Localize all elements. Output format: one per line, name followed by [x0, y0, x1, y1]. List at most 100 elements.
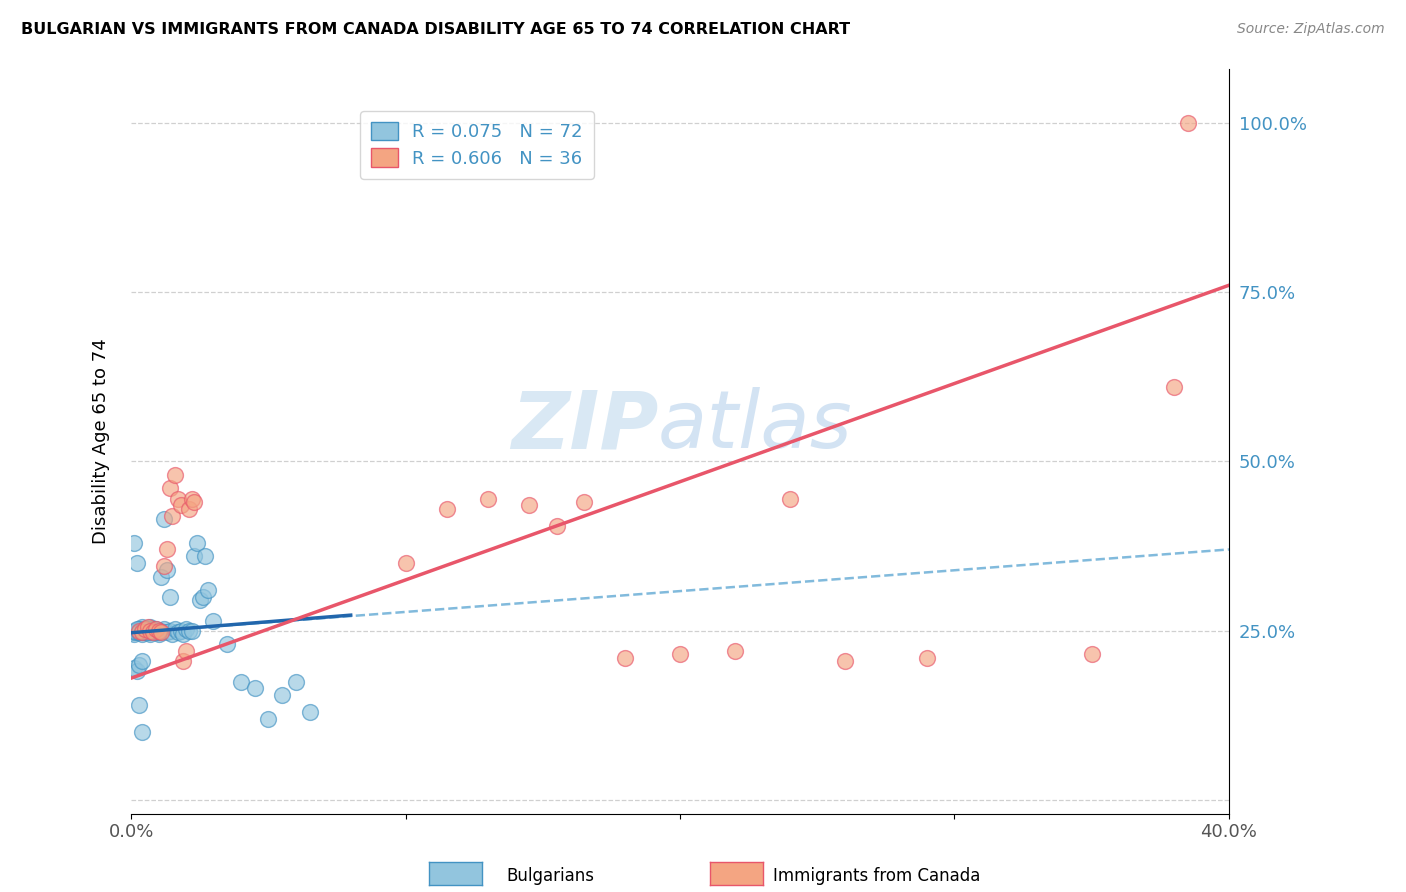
- Text: atlas: atlas: [658, 387, 853, 465]
- Point: [136, 620, 159, 634]
- Point: [517, 499, 540, 513]
- Point: [162, 627, 184, 641]
- Point: [136, 625, 159, 640]
- Point: [128, 657, 150, 672]
- Point: [1163, 380, 1185, 394]
- Point: [177, 501, 200, 516]
- Text: BULGARIAN VS IMMIGRANTS FROM CANADA DISABILITY AGE 65 TO 74 CORRELATION CHART: BULGARIAN VS IMMIGRANTS FROM CANADA DISA…: [21, 22, 851, 37]
- Point: [180, 624, 202, 638]
- Point: [183, 549, 205, 564]
- Point: [139, 627, 162, 641]
- Text: Source: ZipAtlas.com: Source: ZipAtlas.com: [1237, 22, 1385, 37]
- Point: [174, 623, 197, 637]
- Point: [159, 590, 181, 604]
- Point: [229, 674, 252, 689]
- Point: [183, 495, 205, 509]
- Point: [131, 624, 153, 638]
- Text: ZIP: ZIP: [510, 387, 658, 465]
- Point: [217, 637, 239, 651]
- Point: [159, 482, 181, 496]
- Point: [172, 627, 194, 641]
- Point: [148, 624, 170, 638]
- Point: [394, 556, 416, 570]
- Point: [162, 508, 184, 523]
- Point: [125, 556, 148, 570]
- Point: [165, 623, 187, 637]
- Point: [153, 559, 176, 574]
- Point: [142, 624, 165, 638]
- Point: [128, 623, 150, 637]
- Point: [436, 501, 458, 516]
- Point: [122, 627, 145, 641]
- Point: [169, 624, 191, 638]
- Point: [271, 688, 294, 702]
- Point: [134, 625, 156, 640]
- Point: [125, 624, 148, 638]
- Point: [142, 624, 165, 638]
- Point: [122, 625, 145, 640]
- Point: [125, 623, 148, 637]
- Point: [131, 654, 153, 668]
- Point: [174, 644, 197, 658]
- Y-axis label: Disability Age 65 to 74: Disability Age 65 to 74: [93, 338, 110, 544]
- Point: [156, 542, 179, 557]
- Point: [145, 625, 167, 640]
- Point: [131, 725, 153, 739]
- Point: [136, 624, 159, 638]
- Point: [148, 625, 170, 640]
- Point: [779, 491, 801, 506]
- Point: [194, 549, 217, 564]
- Point: [202, 614, 225, 628]
- Point: [131, 625, 153, 640]
- Point: [669, 648, 692, 662]
- Legend: R = 0.075   N = 72, R = 0.606   N = 36: R = 0.075 N = 72, R = 0.606 N = 36: [360, 112, 593, 178]
- Point: [134, 623, 156, 637]
- Point: [122, 535, 145, 549]
- Point: [125, 625, 148, 640]
- Point: [136, 623, 159, 637]
- Point: [477, 491, 499, 506]
- Point: [128, 623, 150, 637]
- Text: Immigrants from Canada: Immigrants from Canada: [773, 867, 980, 885]
- Point: [136, 623, 159, 637]
- Point: [284, 674, 307, 689]
- Point: [153, 623, 176, 637]
- Point: [156, 625, 179, 640]
- Point: [128, 624, 150, 638]
- Point: [186, 535, 208, 549]
- Point: [134, 625, 156, 640]
- Point: [166, 491, 188, 506]
- Point: [724, 644, 747, 658]
- Point: [834, 654, 856, 668]
- Point: [145, 623, 167, 637]
- Point: [134, 624, 156, 638]
- Point: [139, 620, 162, 634]
- Point: [153, 512, 176, 526]
- Point: [546, 518, 568, 533]
- Point: [131, 620, 153, 634]
- Point: [142, 625, 165, 640]
- Point: [145, 623, 167, 637]
- Point: [128, 625, 150, 640]
- Point: [131, 625, 153, 640]
- Point: [125, 665, 148, 679]
- Point: [165, 467, 187, 482]
- Point: [614, 650, 637, 665]
- Point: [142, 623, 165, 637]
- Point: [177, 624, 200, 638]
- Point: [134, 623, 156, 637]
- Point: [166, 625, 188, 640]
- Point: [915, 650, 938, 665]
- Point: [197, 583, 219, 598]
- Point: [1177, 116, 1199, 130]
- Point: [148, 627, 170, 641]
- Point: [257, 712, 280, 726]
- Text: Bulgarians: Bulgarians: [506, 867, 595, 885]
- Point: [145, 625, 167, 640]
- Point: [159, 624, 181, 638]
- Point: [243, 681, 266, 696]
- Point: [169, 499, 191, 513]
- Point: [148, 624, 170, 638]
- Point: [298, 705, 321, 719]
- Point: [150, 625, 173, 640]
